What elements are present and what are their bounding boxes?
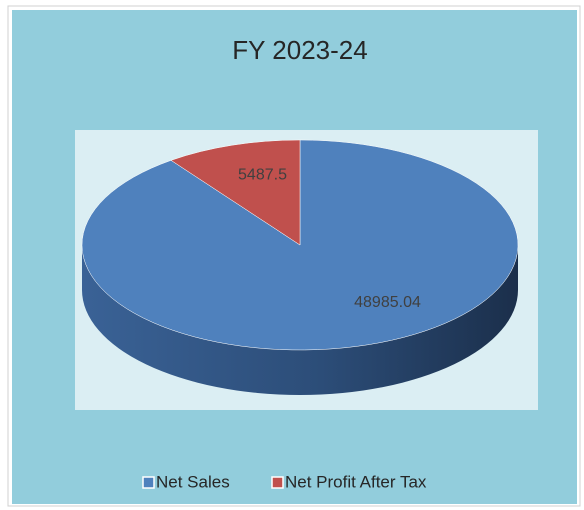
legend-swatch (142, 476, 155, 489)
pie-side (82, 245, 518, 395)
pie-slice (170, 139, 301, 246)
chart-title: FY 2023-24 (232, 35, 367, 65)
data-label: 48985.04 (354, 294, 421, 311)
legend-swatch (271, 476, 284, 489)
legend: Net Sales Net Profit After Tax (142, 472, 427, 491)
legend-label: Net Sales (156, 472, 230, 491)
data-label: 5487.5 (238, 166, 287, 183)
legend-label: Net Profit After Tax (285, 472, 427, 491)
pie: 48985.04 5487.5 (81, 139, 519, 395)
